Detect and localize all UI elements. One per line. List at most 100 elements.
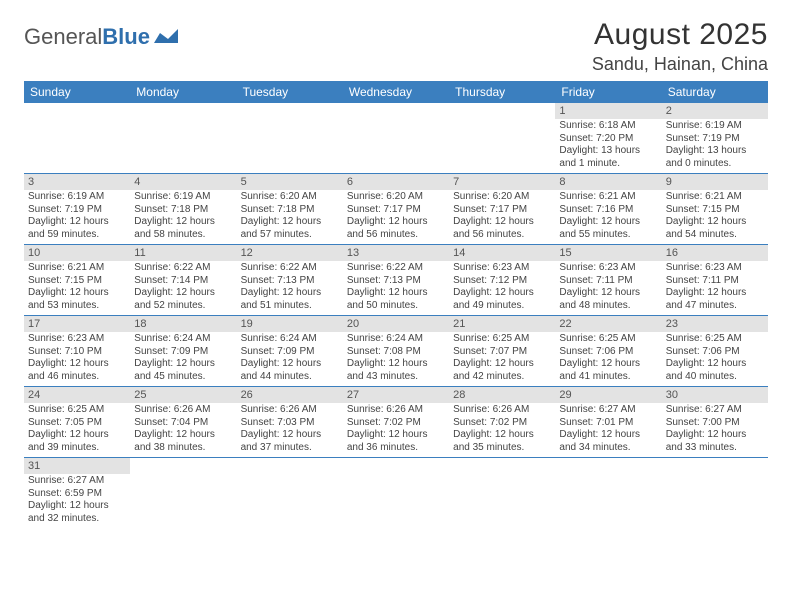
daylight-text: Daylight: 12 hours and 55 minutes. xyxy=(559,216,657,241)
day-header-wed: Wednesday xyxy=(343,81,449,103)
sunset-text: Sunset: 7:10 PM xyxy=(28,346,126,359)
day-body: Sunrise: 6:24 AMSunset: 7:09 PMDaylight:… xyxy=(130,332,236,386)
day-number: 4 xyxy=(130,174,236,190)
daylight-text: Daylight: 12 hours and 32 minutes. xyxy=(28,500,126,525)
day-number: 2 xyxy=(662,103,768,119)
daylight-text: Daylight: 12 hours and 39 minutes. xyxy=(28,429,126,454)
day-body: Sunrise: 6:23 AMSunset: 7:12 PMDaylight:… xyxy=(449,261,555,315)
day-body: Sunrise: 6:19 AMSunset: 7:19 PMDaylight:… xyxy=(662,119,768,173)
sunrise-text: Sunrise: 6:23 AM xyxy=(28,333,126,346)
sunrise-text: Sunrise: 6:23 AM xyxy=(666,262,764,275)
month-title: August 2025 xyxy=(592,18,768,52)
week-row: 24Sunrise: 6:25 AMSunset: 7:05 PMDayligh… xyxy=(24,387,768,458)
daylight-text: Daylight: 12 hours and 44 minutes. xyxy=(241,358,339,383)
day-number: 15 xyxy=(555,245,661,261)
day-cell xyxy=(237,103,343,173)
sunset-text: Sunset: 7:13 PM xyxy=(347,275,445,288)
daylight-text: Daylight: 12 hours and 56 minutes. xyxy=(453,216,551,241)
day-number: 27 xyxy=(343,387,449,403)
day-cell xyxy=(449,103,555,173)
sunset-text: Sunset: 7:06 PM xyxy=(559,346,657,359)
sunset-text: Sunset: 7:20 PM xyxy=(559,133,657,146)
sunrise-text: Sunrise: 6:25 AM xyxy=(28,404,126,417)
day-cell: 5Sunrise: 6:20 AMSunset: 7:18 PMDaylight… xyxy=(237,174,343,244)
day-cell: 14Sunrise: 6:23 AMSunset: 7:12 PMDayligh… xyxy=(449,245,555,315)
sunset-text: Sunset: 7:09 PM xyxy=(134,346,232,359)
sunrise-text: Sunrise: 6:27 AM xyxy=(559,404,657,417)
calendar: Sunday Monday Tuesday Wednesday Thursday… xyxy=(24,81,768,528)
daylight-text: Daylight: 12 hours and 35 minutes. xyxy=(453,429,551,454)
day-cell: 2Sunrise: 6:19 AMSunset: 7:19 PMDaylight… xyxy=(662,103,768,173)
sunrise-text: Sunrise: 6:24 AM xyxy=(347,333,445,346)
day-number: 6 xyxy=(343,174,449,190)
day-body: Sunrise: 6:21 AMSunset: 7:15 PMDaylight:… xyxy=(24,261,130,315)
daylight-text: Daylight: 12 hours and 46 minutes. xyxy=(28,358,126,383)
day-cell xyxy=(343,103,449,173)
day-body: Sunrise: 6:18 AMSunset: 7:20 PMDaylight:… xyxy=(555,119,661,173)
sunset-text: Sunset: 7:17 PM xyxy=(453,204,551,217)
day-body: Sunrise: 6:23 AMSunset: 7:11 PMDaylight:… xyxy=(662,261,768,315)
sunset-text: Sunset: 7:12 PM xyxy=(453,275,551,288)
weeks-container: 1Sunrise: 6:18 AMSunset: 7:20 PMDaylight… xyxy=(24,103,768,528)
day-number: 11 xyxy=(130,245,236,261)
daylight-text: Daylight: 12 hours and 53 minutes. xyxy=(28,287,126,312)
day-header-sat: Saturday xyxy=(662,81,768,103)
sunrise-text: Sunrise: 6:24 AM xyxy=(134,333,232,346)
daylight-text: Daylight: 12 hours and 58 minutes. xyxy=(134,216,232,241)
sunset-text: Sunset: 7:01 PM xyxy=(559,417,657,430)
day-cell: 1Sunrise: 6:18 AMSunset: 7:20 PMDaylight… xyxy=(555,103,661,173)
day-cell: 20Sunrise: 6:24 AMSunset: 7:08 PMDayligh… xyxy=(343,316,449,386)
day-body: Sunrise: 6:27 AMSunset: 6:59 PMDaylight:… xyxy=(24,474,130,528)
week-row: 17Sunrise: 6:23 AMSunset: 7:10 PMDayligh… xyxy=(24,316,768,387)
day-cell xyxy=(555,458,661,528)
sunset-text: Sunset: 7:04 PM xyxy=(134,417,232,430)
sunset-text: Sunset: 7:15 PM xyxy=(666,204,764,217)
day-body: Sunrise: 6:21 AMSunset: 7:15 PMDaylight:… xyxy=(662,190,768,244)
day-number: 31 xyxy=(24,458,130,474)
day-cell xyxy=(130,103,236,173)
daylight-text: Daylight: 13 hours and 1 minute. xyxy=(559,145,657,170)
day-number: 30 xyxy=(662,387,768,403)
sunset-text: Sunset: 7:14 PM xyxy=(134,275,232,288)
day-number: 22 xyxy=(555,316,661,332)
daylight-text: Daylight: 12 hours and 50 minutes. xyxy=(347,287,445,312)
daylight-text: Daylight: 12 hours and 47 minutes. xyxy=(666,287,764,312)
title-block: August 2025 Sandu, Hainan, China xyxy=(592,18,768,75)
day-body: Sunrise: 6:24 AMSunset: 7:08 PMDaylight:… xyxy=(343,332,449,386)
day-cell: 28Sunrise: 6:26 AMSunset: 7:02 PMDayligh… xyxy=(449,387,555,457)
day-cell: 23Sunrise: 6:25 AMSunset: 7:06 PMDayligh… xyxy=(662,316,768,386)
sunset-text: Sunset: 7:18 PM xyxy=(134,204,232,217)
day-number: 5 xyxy=(237,174,343,190)
day-body: Sunrise: 6:19 AMSunset: 7:18 PMDaylight:… xyxy=(130,190,236,244)
sunset-text: Sunset: 7:07 PM xyxy=(453,346,551,359)
sunset-text: Sunset: 7:11 PM xyxy=(559,275,657,288)
sunrise-text: Sunrise: 6:23 AM xyxy=(559,262,657,275)
day-body: Sunrise: 6:26 AMSunset: 7:03 PMDaylight:… xyxy=(237,403,343,457)
day-cell xyxy=(237,458,343,528)
sunset-text: Sunset: 7:11 PM xyxy=(666,275,764,288)
sunset-text: Sunset: 7:08 PM xyxy=(347,346,445,359)
sunrise-text: Sunrise: 6:21 AM xyxy=(559,191,657,204)
sunrise-text: Sunrise: 6:27 AM xyxy=(28,475,126,488)
day-body: Sunrise: 6:26 AMSunset: 7:02 PMDaylight:… xyxy=(449,403,555,457)
day-number: 10 xyxy=(24,245,130,261)
day-cell: 31Sunrise: 6:27 AMSunset: 6:59 PMDayligh… xyxy=(24,458,130,528)
day-number: 12 xyxy=(237,245,343,261)
day-cell: 25Sunrise: 6:26 AMSunset: 7:04 PMDayligh… xyxy=(130,387,236,457)
day-number: 18 xyxy=(130,316,236,332)
sunset-text: Sunset: 6:59 PM xyxy=(28,488,126,501)
sunrise-text: Sunrise: 6:22 AM xyxy=(134,262,232,275)
day-header-tue: Tuesday xyxy=(237,81,343,103)
sunrise-text: Sunrise: 6:20 AM xyxy=(241,191,339,204)
sunrise-text: Sunrise: 6:21 AM xyxy=(28,262,126,275)
sunrise-text: Sunrise: 6:19 AM xyxy=(28,191,126,204)
day-number: 14 xyxy=(449,245,555,261)
daylight-text: Daylight: 12 hours and 59 minutes. xyxy=(28,216,126,241)
day-body: Sunrise: 6:23 AMSunset: 7:10 PMDaylight:… xyxy=(24,332,130,386)
day-cell: 19Sunrise: 6:24 AMSunset: 7:09 PMDayligh… xyxy=(237,316,343,386)
sunset-text: Sunset: 7:03 PM xyxy=(241,417,339,430)
day-cell: 24Sunrise: 6:25 AMSunset: 7:05 PMDayligh… xyxy=(24,387,130,457)
week-row: 10Sunrise: 6:21 AMSunset: 7:15 PMDayligh… xyxy=(24,245,768,316)
day-body: Sunrise: 6:27 AMSunset: 7:00 PMDaylight:… xyxy=(662,403,768,457)
sunrise-text: Sunrise: 6:21 AM xyxy=(666,191,764,204)
